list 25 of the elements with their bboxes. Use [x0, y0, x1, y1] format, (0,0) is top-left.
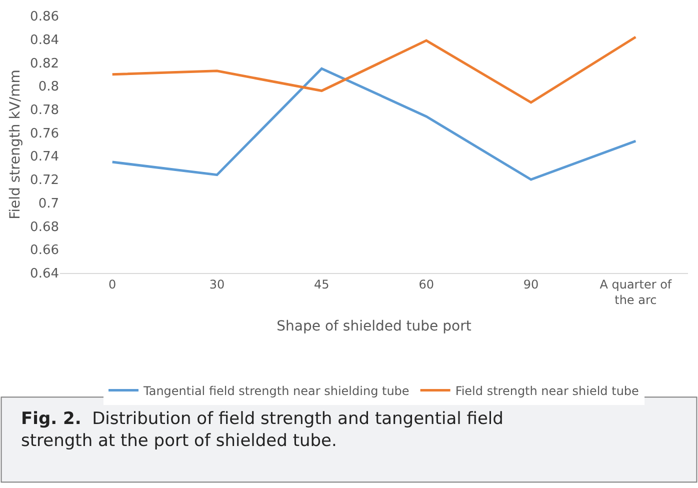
x-tick-label: 0: [108, 277, 116, 292]
y-tick-label: 0.78: [30, 103, 59, 118]
y-tick-label: 0.82: [30, 56, 59, 72]
y-tick-label: 0.72: [30, 173, 59, 188]
x-tick-label: 90: [523, 277, 539, 292]
line-series: [111, 36, 637, 104]
y-tick-label: 0.76: [30, 126, 59, 142]
y-tick-label: 0.68: [30, 220, 59, 235]
y-tick-label: 0.66: [30, 243, 59, 258]
x-tick-label: 60: [418, 277, 434, 292]
x-tick-label: A quarter of the arc: [600, 277, 672, 307]
y-axis-title: Field strength kV/mm: [8, 70, 24, 220]
y-tick-label: 0.64: [30, 266, 59, 282]
x-tick-label: 45: [314, 277, 330, 292]
x-axis-title: Shape of shielded tube port: [276, 318, 472, 334]
legend-label: Tangential field strength near shielding tube: [142, 384, 410, 398]
line-series: [111, 67, 637, 181]
y-tick-label: 0.86: [30, 10, 59, 25]
legend-label: Field strength near shield tube: [455, 384, 639, 398]
y-tick-label: 0.8: [38, 80, 59, 95]
x-tick-label: 30: [209, 277, 225, 292]
y-tick-label: 0.74: [30, 150, 59, 165]
caption: Fig. 2.: [21, 409, 82, 429]
y-tick-label: 0.84: [30, 32, 59, 48]
y-tick-label: 0.7: [38, 196, 59, 212]
